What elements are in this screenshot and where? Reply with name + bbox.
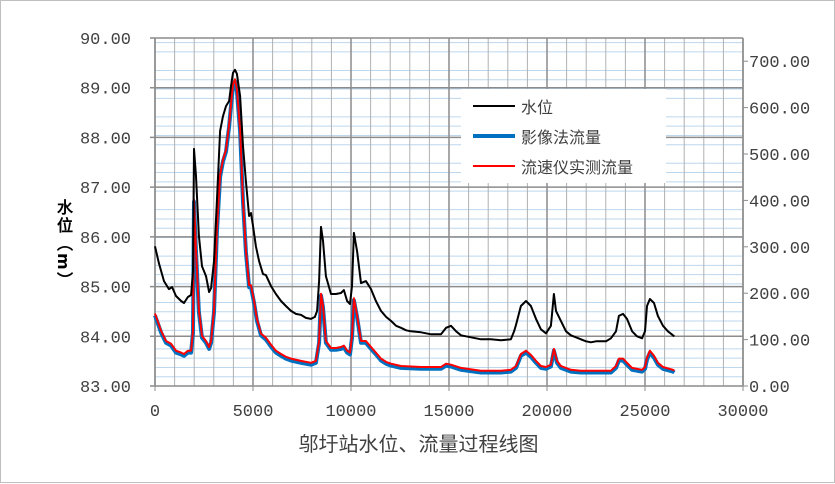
legend-item-meter-flow: 流速仪实测流量 bbox=[473, 151, 633, 181]
legend-label: 影像法流量 bbox=[521, 128, 602, 147]
series-line-meter-flow bbox=[154, 78, 675, 372]
y2-tick-label: 100.00 bbox=[749, 333, 810, 352]
legend: 水位 影像法流量 流速仪实测流量 bbox=[461, 89, 666, 183]
y-tick-label: 87.00 bbox=[80, 180, 131, 199]
y2-tick-label: 400.00 bbox=[749, 193, 810, 212]
chart-title: 邬圩站水位、流量过程线图 bbox=[298, 432, 539, 456]
legend-label: 水位 bbox=[521, 98, 554, 117]
x-tick-label: 30000 bbox=[717, 403, 768, 422]
x-tick-label: 20000 bbox=[521, 403, 572, 422]
y2-tick-label: 700.00 bbox=[749, 54, 810, 73]
y-tick-label: 84.00 bbox=[80, 329, 131, 348]
y-tick-label: 90.00 bbox=[80, 31, 131, 50]
y-tick-label: 89.00 bbox=[80, 81, 131, 100]
y2-tick-label: 500.00 bbox=[749, 147, 810, 166]
y2-tick-label: 600.00 bbox=[749, 101, 810, 120]
x-tick-label: 5000 bbox=[233, 403, 274, 422]
y2-tick-label: 200.00 bbox=[749, 286, 810, 305]
y-tick-label: 85.00 bbox=[80, 280, 131, 299]
x-tick-label: 10000 bbox=[325, 403, 376, 422]
legend-item-image-flow: 影像法流量 bbox=[473, 121, 601, 151]
y-axis-label: 水位（m） bbox=[54, 199, 73, 290]
legend-swatch bbox=[473, 134, 515, 138]
y2-tick-label: 0.00 bbox=[749, 379, 790, 398]
y-tick-label: 83.00 bbox=[80, 379, 131, 398]
y-tick-label: 88.00 bbox=[80, 130, 131, 149]
y-tick-label: 86.00 bbox=[80, 230, 131, 249]
y2-tick-label: 300.00 bbox=[749, 240, 810, 259]
legend-swatch bbox=[473, 165, 515, 167]
legend-swatch bbox=[473, 105, 515, 107]
x-tick-label: 15000 bbox=[423, 403, 474, 422]
series-line-water-level bbox=[154, 68, 675, 344]
legend-item-water-level: 水位 bbox=[473, 91, 553, 121]
x-tick-label: 0 bbox=[150, 403, 160, 422]
legend-label: 流速仪实测流量 bbox=[521, 158, 634, 177]
x-tick-label: 25000 bbox=[619, 403, 670, 422]
